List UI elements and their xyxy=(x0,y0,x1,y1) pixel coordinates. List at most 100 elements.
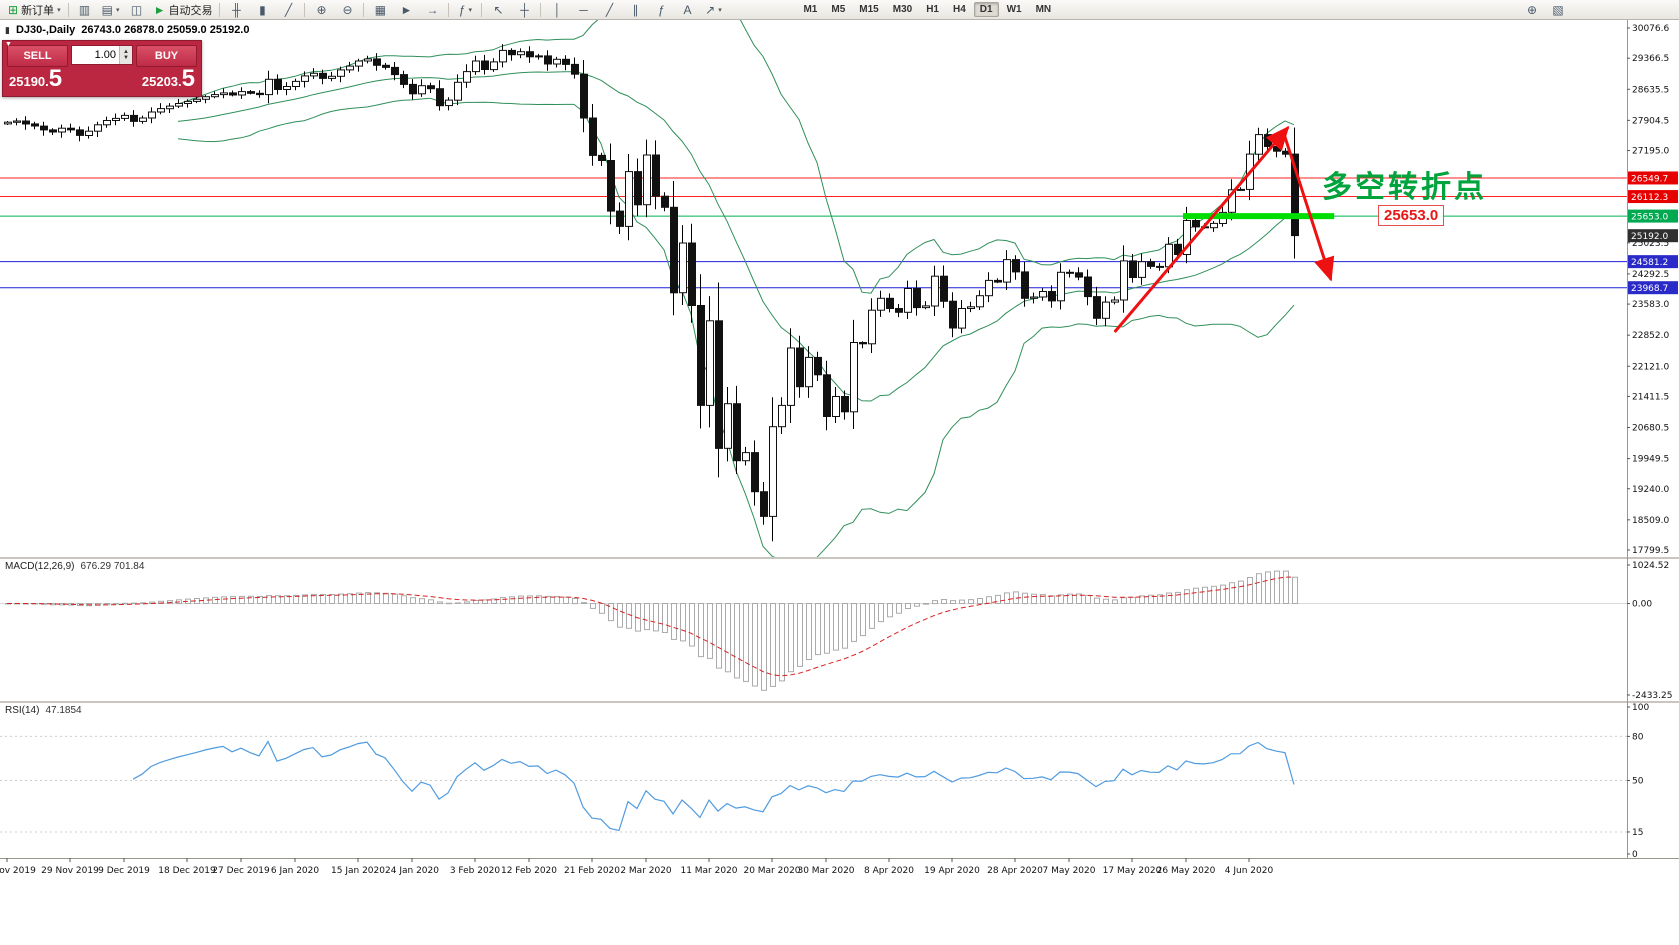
turning-point-annotation[interactable]: 多空转折点 xyxy=(1322,171,1487,204)
new-order-button[interactable]: ⊞ 新订单 ▾ xyxy=(4,0,65,19)
chart-title: ▮ DJ30-,Daily 26743.0 26878.0 25059.0 25… xyxy=(5,24,249,36)
tile-windows-button[interactable]: ▦ xyxy=(367,0,393,19)
vertical-line-button[interactable]: │ xyxy=(544,0,570,19)
timeframe-group: M1 M5 M15 M30 H1 H4 D1 W1 MN xyxy=(796,0,1058,19)
data-window-button[interactable]: ◫ xyxy=(124,0,150,19)
one-click-trading-panel[interactable]: ▼ SELL 1.00 ▲ ▼ BUY 25190.5 25203.5 xyxy=(2,40,202,97)
timeframe-m15[interactable]: M15 xyxy=(859,4,879,15)
sell-price-main: 25190. xyxy=(9,74,49,89)
zoom-out-button[interactable]: ⊖ xyxy=(334,0,360,19)
text-icon: A xyxy=(683,2,692,17)
svg-text:27904.5: 27904.5 xyxy=(1632,116,1669,126)
svg-text:24292.5: 24292.5 xyxy=(1632,270,1669,280)
timeframe-m5[interactable]: M5 xyxy=(831,4,846,15)
svg-text:19 Apr 2020: 19 Apr 2020 xyxy=(924,866,980,876)
sell-price-display[interactable]: 25190.5 xyxy=(9,67,62,91)
toolbar-separator xyxy=(219,2,221,17)
chart-window-icon: ▥ xyxy=(78,2,91,17)
channel-button[interactable]: ∥ xyxy=(622,0,648,19)
svg-text:7 May 2020: 7 May 2020 xyxy=(1043,866,1096,876)
horizontal-line-icon: ─ xyxy=(579,2,588,17)
line-chart-button[interactable]: ╱ xyxy=(275,0,301,19)
panel-collapse-icon[interactable]: ▼ xyxy=(5,41,12,48)
data-window-icon: ◫ xyxy=(130,2,143,17)
arrows-button[interactable]: ↗ ▾ xyxy=(700,0,726,19)
svg-text:-2433.25: -2433.25 xyxy=(1632,691,1672,701)
candles-chart-button[interactable]: ▮ xyxy=(249,0,275,19)
crosshair-icon: ┼ xyxy=(520,2,529,17)
price-axis[interactable]: 30076.6 29366.5 28635.5 27904.5 27195.0 25023… xyxy=(1627,24,1678,860)
buy-button[interactable]: BUY xyxy=(136,45,197,67)
svg-text:0: 0 xyxy=(1632,850,1638,860)
svg-text:24581.2: 24581.2 xyxy=(1631,258,1668,268)
cursor-button[interactable]: ↖ xyxy=(485,0,511,19)
svg-text:30076.6: 30076.6 xyxy=(1632,24,1669,34)
svg-text:27 Dec 2019: 27 Dec 2019 xyxy=(212,866,270,876)
crosshair-button[interactable]: ┼ xyxy=(511,0,537,19)
timeframe-mn[interactable]: MN xyxy=(1035,4,1052,15)
svg-text:26549.7: 26549.7 xyxy=(1631,174,1668,184)
chart-window-button[interactable]: ▥ xyxy=(72,0,98,19)
rsi-name: RSI(14) xyxy=(5,705,40,716)
text-button[interactable]: A xyxy=(674,0,700,19)
svg-text:6 Jan 2020: 6 Jan 2020 xyxy=(271,866,319,876)
svg-text:21411.5: 21411.5 xyxy=(1632,392,1669,402)
trendline-button[interactable]: ╱ xyxy=(596,0,622,19)
chart-symbol-period: DJ30-,Daily xyxy=(15,24,76,36)
chevron-down-icon: ▾ xyxy=(57,6,61,14)
svg-text:19949.5: 19949.5 xyxy=(1632,455,1669,465)
rsi-indicator-label: RSI(14) 47.1854 xyxy=(5,705,82,716)
zoom-in-button[interactable]: ⊕ xyxy=(308,0,334,19)
horizontal-line-button[interactable]: ─ xyxy=(570,0,596,19)
auto-trading-button-label: 自动交易 xyxy=(168,4,213,17)
cursor-icon: ↖ xyxy=(493,2,504,17)
auto-scroll-button[interactable]: ► xyxy=(393,0,419,19)
svg-text:1024.52: 1024.52 xyxy=(1632,561,1669,571)
chart-shift-button[interactable]: → xyxy=(419,0,445,19)
svg-text:3 Feb 2020: 3 Feb 2020 xyxy=(450,866,501,876)
buy-price-display[interactable]: 25203.5 xyxy=(142,67,195,91)
auto-trading-button[interactable]: ► 自动交易 xyxy=(150,0,217,19)
timeframe-w1[interactable]: W1 xyxy=(1006,4,1022,15)
timeframe-m1[interactable]: M1 xyxy=(803,4,818,15)
line-chart-icon: ╱ xyxy=(284,2,293,17)
svg-text:30 Mar 2020: 30 Mar 2020 xyxy=(797,866,854,876)
search-button[interactable]: ⊕ xyxy=(1519,0,1545,19)
sell-button[interactable]: SELL xyxy=(7,45,68,67)
volume-increase-icon[interactable]: ▲ xyxy=(123,49,129,55)
channel-icon: ∥ xyxy=(632,2,639,17)
layout-button[interactable]: ▧ xyxy=(1545,0,1571,19)
rsi-value: 47.1854 xyxy=(45,705,82,716)
svg-text:21 Feb 2020: 21 Feb 2020 xyxy=(564,866,620,876)
svg-text:26112.3: 26112.3 xyxy=(1631,193,1668,203)
volume-spinner[interactable]: ▲ ▼ xyxy=(119,46,132,64)
timeframe-h4[interactable]: H4 xyxy=(952,4,966,15)
auto-trading-icon: ► xyxy=(153,2,166,17)
svg-text:20 Mar 2020: 20 Mar 2020 xyxy=(743,866,800,876)
indicators-button[interactable]: ƒ ▾ xyxy=(452,0,478,19)
profiles-button[interactable]: ▤ ▾ xyxy=(98,0,124,19)
profiles-icon: ▤ xyxy=(101,2,113,17)
toolbar-separator xyxy=(481,2,483,17)
main-price-pane xyxy=(0,20,1627,557)
fibonacci-button[interactable]: ƒ xyxy=(648,0,674,19)
svg-text:17 May 2020: 17 May 2020 xyxy=(1103,866,1162,876)
timeframe-d1[interactable]: D1 xyxy=(973,2,999,17)
toolbar-separator xyxy=(363,2,365,17)
fibonacci-icon: ƒ xyxy=(658,2,665,17)
volume-field[interactable]: 1.00 ▲ ▼ xyxy=(71,45,133,65)
timeframe-h1[interactable]: H1 xyxy=(926,4,939,15)
svg-text:23968.7: 23968.7 xyxy=(1631,284,1668,294)
svg-text:12 Feb 2020: 12 Feb 2020 xyxy=(501,866,557,876)
volume-decrease-icon[interactable]: ▼ xyxy=(123,55,129,61)
volume-value[interactable]: 1.00 xyxy=(94,49,116,61)
new-order-icon: ⊞ xyxy=(8,2,19,17)
timeframe-m30[interactable]: M30 xyxy=(892,4,913,15)
svg-text:25023.5: 25023.5 xyxy=(1632,239,1669,249)
layout-icon: ▧ xyxy=(1552,2,1564,17)
bars-chart-button[interactable]: ╫ xyxy=(223,0,249,19)
svg-text:15 Jan 2020: 15 Jan 2020 xyxy=(331,866,385,876)
price-level-label[interactable]: 25653.0 xyxy=(1378,205,1445,226)
